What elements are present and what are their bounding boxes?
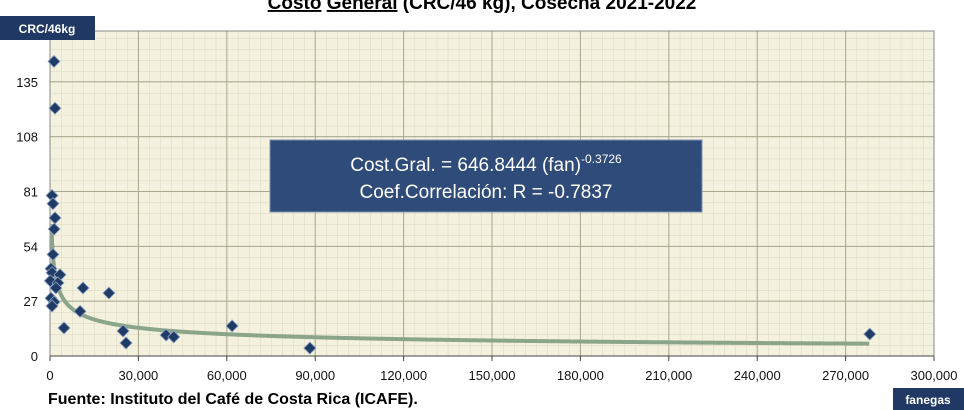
x-tick-label: 240,000 — [734, 368, 781, 383]
x-tick-label: 60,000 — [207, 368, 247, 383]
point — [159, 328, 173, 342]
point — [863, 327, 877, 341]
y-tick-label: 135 — [16, 75, 38, 90]
title-part: General — [327, 0, 398, 14]
point — [47, 222, 61, 236]
eq-exponent: -0.3726 — [581, 152, 622, 166]
source: Fuente: Instituto del Café de Costa Rica… — [48, 391, 418, 408]
x-label-box — [893, 388, 964, 410]
point — [47, 54, 61, 69]
title-part: Costo — [268, 0, 322, 14]
y-tick-label: 54 — [24, 239, 38, 254]
chart-title: Costo General (CRC/46 kg), Cosecha 2021-… — [268, 0, 697, 14]
eq-prefix: Cost.Gral. = — [350, 155, 457, 176]
corr-value: -0.7837 — [548, 182, 612, 203]
point — [49, 281, 63, 295]
point — [119, 336, 133, 350]
point — [45, 299, 59, 313]
eq-coefficient: 646.8444 — [457, 155, 537, 176]
y-tick-label: 0 — [31, 349, 38, 364]
corr-label: Coef.Correlación: R = — [360, 182, 549, 203]
x-tick-label: 90,000 — [295, 368, 335, 383]
point — [48, 101, 62, 115]
x-tick-label: 150,000 — [469, 368, 516, 383]
point — [43, 274, 57, 288]
point — [57, 321, 71, 335]
x-tick-label: 30,000 — [119, 368, 159, 383]
x-tick-label: 210,000 — [645, 368, 692, 383]
y-axis-label: CRC/46kg — [19, 22, 76, 36]
y-label-box — [0, 16, 95, 40]
point — [76, 281, 90, 295]
x-tick-label: 300,000 — [911, 368, 958, 383]
annotation-correlation: Coef.Correlación: R = -0.7837 — [360, 182, 613, 203]
point — [46, 197, 60, 211]
x-tick-label: 270,000 — [822, 368, 869, 383]
x-tick-label: 0 — [46, 368, 53, 383]
x-tick-label: 180,000 — [557, 368, 604, 383]
x-axis-label: fanegas — [905, 393, 951, 407]
point — [46, 247, 60, 262]
y-tick-label: 108 — [16, 130, 38, 145]
y-tick-label: 81 — [24, 184, 38, 199]
trend-line — [49, 223, 870, 346]
point — [303, 341, 317, 355]
point — [102, 286, 116, 300]
annotation-equation: Cost.Gral. = 646.8444 (fan)-0.3726 — [350, 152, 622, 176]
title-part: (CRC/46 kg), Cosecha 2021-2022 — [398, 0, 697, 14]
point — [225, 319, 239, 333]
x-tick-label: 120,000 — [380, 368, 427, 383]
annotation-box — [269, 139, 703, 213]
point — [73, 304, 87, 318]
point — [116, 324, 130, 338]
eq-variable: (fan) — [537, 155, 581, 176]
point — [167, 330, 181, 344]
y-tick-label: 27 — [24, 294, 38, 309]
